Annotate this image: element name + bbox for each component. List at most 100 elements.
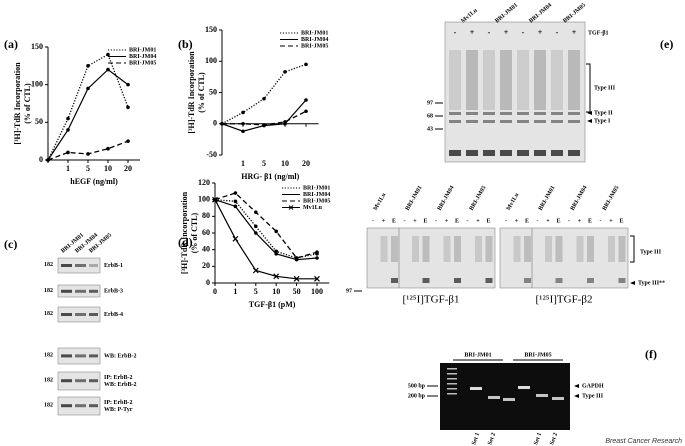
treatment-sign: - (600, 218, 602, 224)
point-marker (254, 210, 258, 214)
band (517, 150, 529, 156)
band (391, 236, 398, 262)
legend-label: BRI-JM04 (301, 37, 328, 43)
x-tick-label: 20 (124, 164, 132, 173)
row-label: ErbB-3 (104, 288, 123, 294)
band-label: Type III (640, 249, 662, 255)
legend-label: BRI-JM04 (303, 192, 330, 198)
band (587, 278, 594, 283)
band (75, 354, 86, 358)
x-tick-label: 5 (254, 287, 258, 296)
panel-label: (f) (645, 347, 657, 361)
series-line (221, 63, 307, 125)
panel-label: (c) (4, 237, 17, 251)
point-marker (294, 256, 299, 260)
legend-label: BRI-JM01 (129, 47, 156, 53)
treatment-sign: - (488, 28, 491, 37)
column-header: BRI-JM01 (464, 352, 491, 358)
y-tick-label: 0 (213, 119, 217, 128)
point-marker (254, 224, 258, 229)
band (524, 236, 531, 262)
band (483, 112, 495, 115)
band (568, 50, 580, 110)
point-marker (304, 109, 308, 114)
band (449, 112, 461, 115)
x-tick-label: 10 (281, 159, 289, 168)
point-marker (233, 199, 238, 204)
band (551, 120, 563, 123)
footer: Breast Cancer Research (605, 438, 682, 445)
treatment-sign: - (522, 28, 525, 37)
band (89, 289, 98, 293)
band (608, 236, 615, 262)
column-header: BRI-JM05 (562, 2, 587, 24)
ladder-band (447, 368, 457, 370)
legend-label: BRI-JM01 (303, 185, 330, 191)
y-tick-label: 80 (202, 211, 210, 220)
x-tick-label: 5 (86, 164, 90, 173)
band (551, 50, 563, 110)
x-tick-label: 50 (293, 287, 301, 296)
point-marker (252, 267, 259, 274)
treatment-sign: E (525, 218, 529, 224)
gel (499, 227, 629, 289)
series-line (222, 110, 307, 126)
point-marker (283, 120, 287, 124)
band (89, 404, 98, 408)
treatment-sign: + (445, 218, 449, 224)
point-marker (274, 229, 279, 234)
band (552, 397, 564, 400)
treatment-sign: - (556, 28, 559, 37)
band (551, 150, 563, 156)
series-line (47, 68, 129, 161)
treatment-sign: - (568, 218, 570, 224)
point-marker (262, 96, 266, 101)
series-line (214, 192, 318, 259)
mw-marker: 182 (44, 353, 53, 359)
x-tick-label: 10 (104, 164, 112, 173)
row-label: WB: ErbB-2 (104, 353, 137, 359)
band (587, 236, 594, 262)
x-axis-label: HRG- β1 (ng/ml) (241, 172, 299, 181)
treatment-sign: + (476, 218, 480, 224)
band (483, 120, 495, 123)
legend-label: BRI-JM01 (301, 30, 328, 36)
y-axis-label: (% of CTL) (197, 72, 206, 113)
band (422, 236, 430, 262)
band (89, 264, 98, 267)
band (61, 354, 72, 358)
treatment-sign: - (505, 218, 507, 224)
band (61, 264, 72, 267)
legend-marker (288, 205, 294, 210)
y-tick-label: 0 (206, 278, 210, 287)
row-label: WB: P-Tyr (104, 407, 133, 413)
y-tick-label: 150 (205, 25, 217, 34)
treatment-label: TGF-β1 (588, 30, 609, 36)
treatment-sign: + (572, 28, 577, 37)
arrow (574, 384, 579, 388)
treatment-sign: E (556, 218, 560, 224)
point-marker (232, 235, 239, 242)
treatment-sign: - (435, 218, 437, 224)
band (500, 120, 512, 123)
band (75, 313, 86, 316)
point-marker (66, 116, 70, 121)
bracket (586, 63, 591, 113)
gel (366, 227, 496, 289)
x-tick-label: 10 (272, 287, 280, 296)
point-marker (126, 82, 130, 87)
band (618, 278, 626, 283)
legend-label: BRI-JM05 (303, 198, 330, 204)
band (466, 112, 478, 115)
blot-title: [¹²⁵I]TGF-β1 (403, 294, 460, 306)
band (61, 289, 72, 293)
treatment-sign: + (546, 218, 550, 224)
series-line (214, 199, 317, 280)
band (513, 236, 521, 262)
band (483, 50, 495, 110)
mw-marker: 182 (44, 262, 53, 268)
y-tick-label: -50 (206, 150, 217, 159)
band (483, 150, 495, 156)
point-marker (106, 67, 110, 72)
